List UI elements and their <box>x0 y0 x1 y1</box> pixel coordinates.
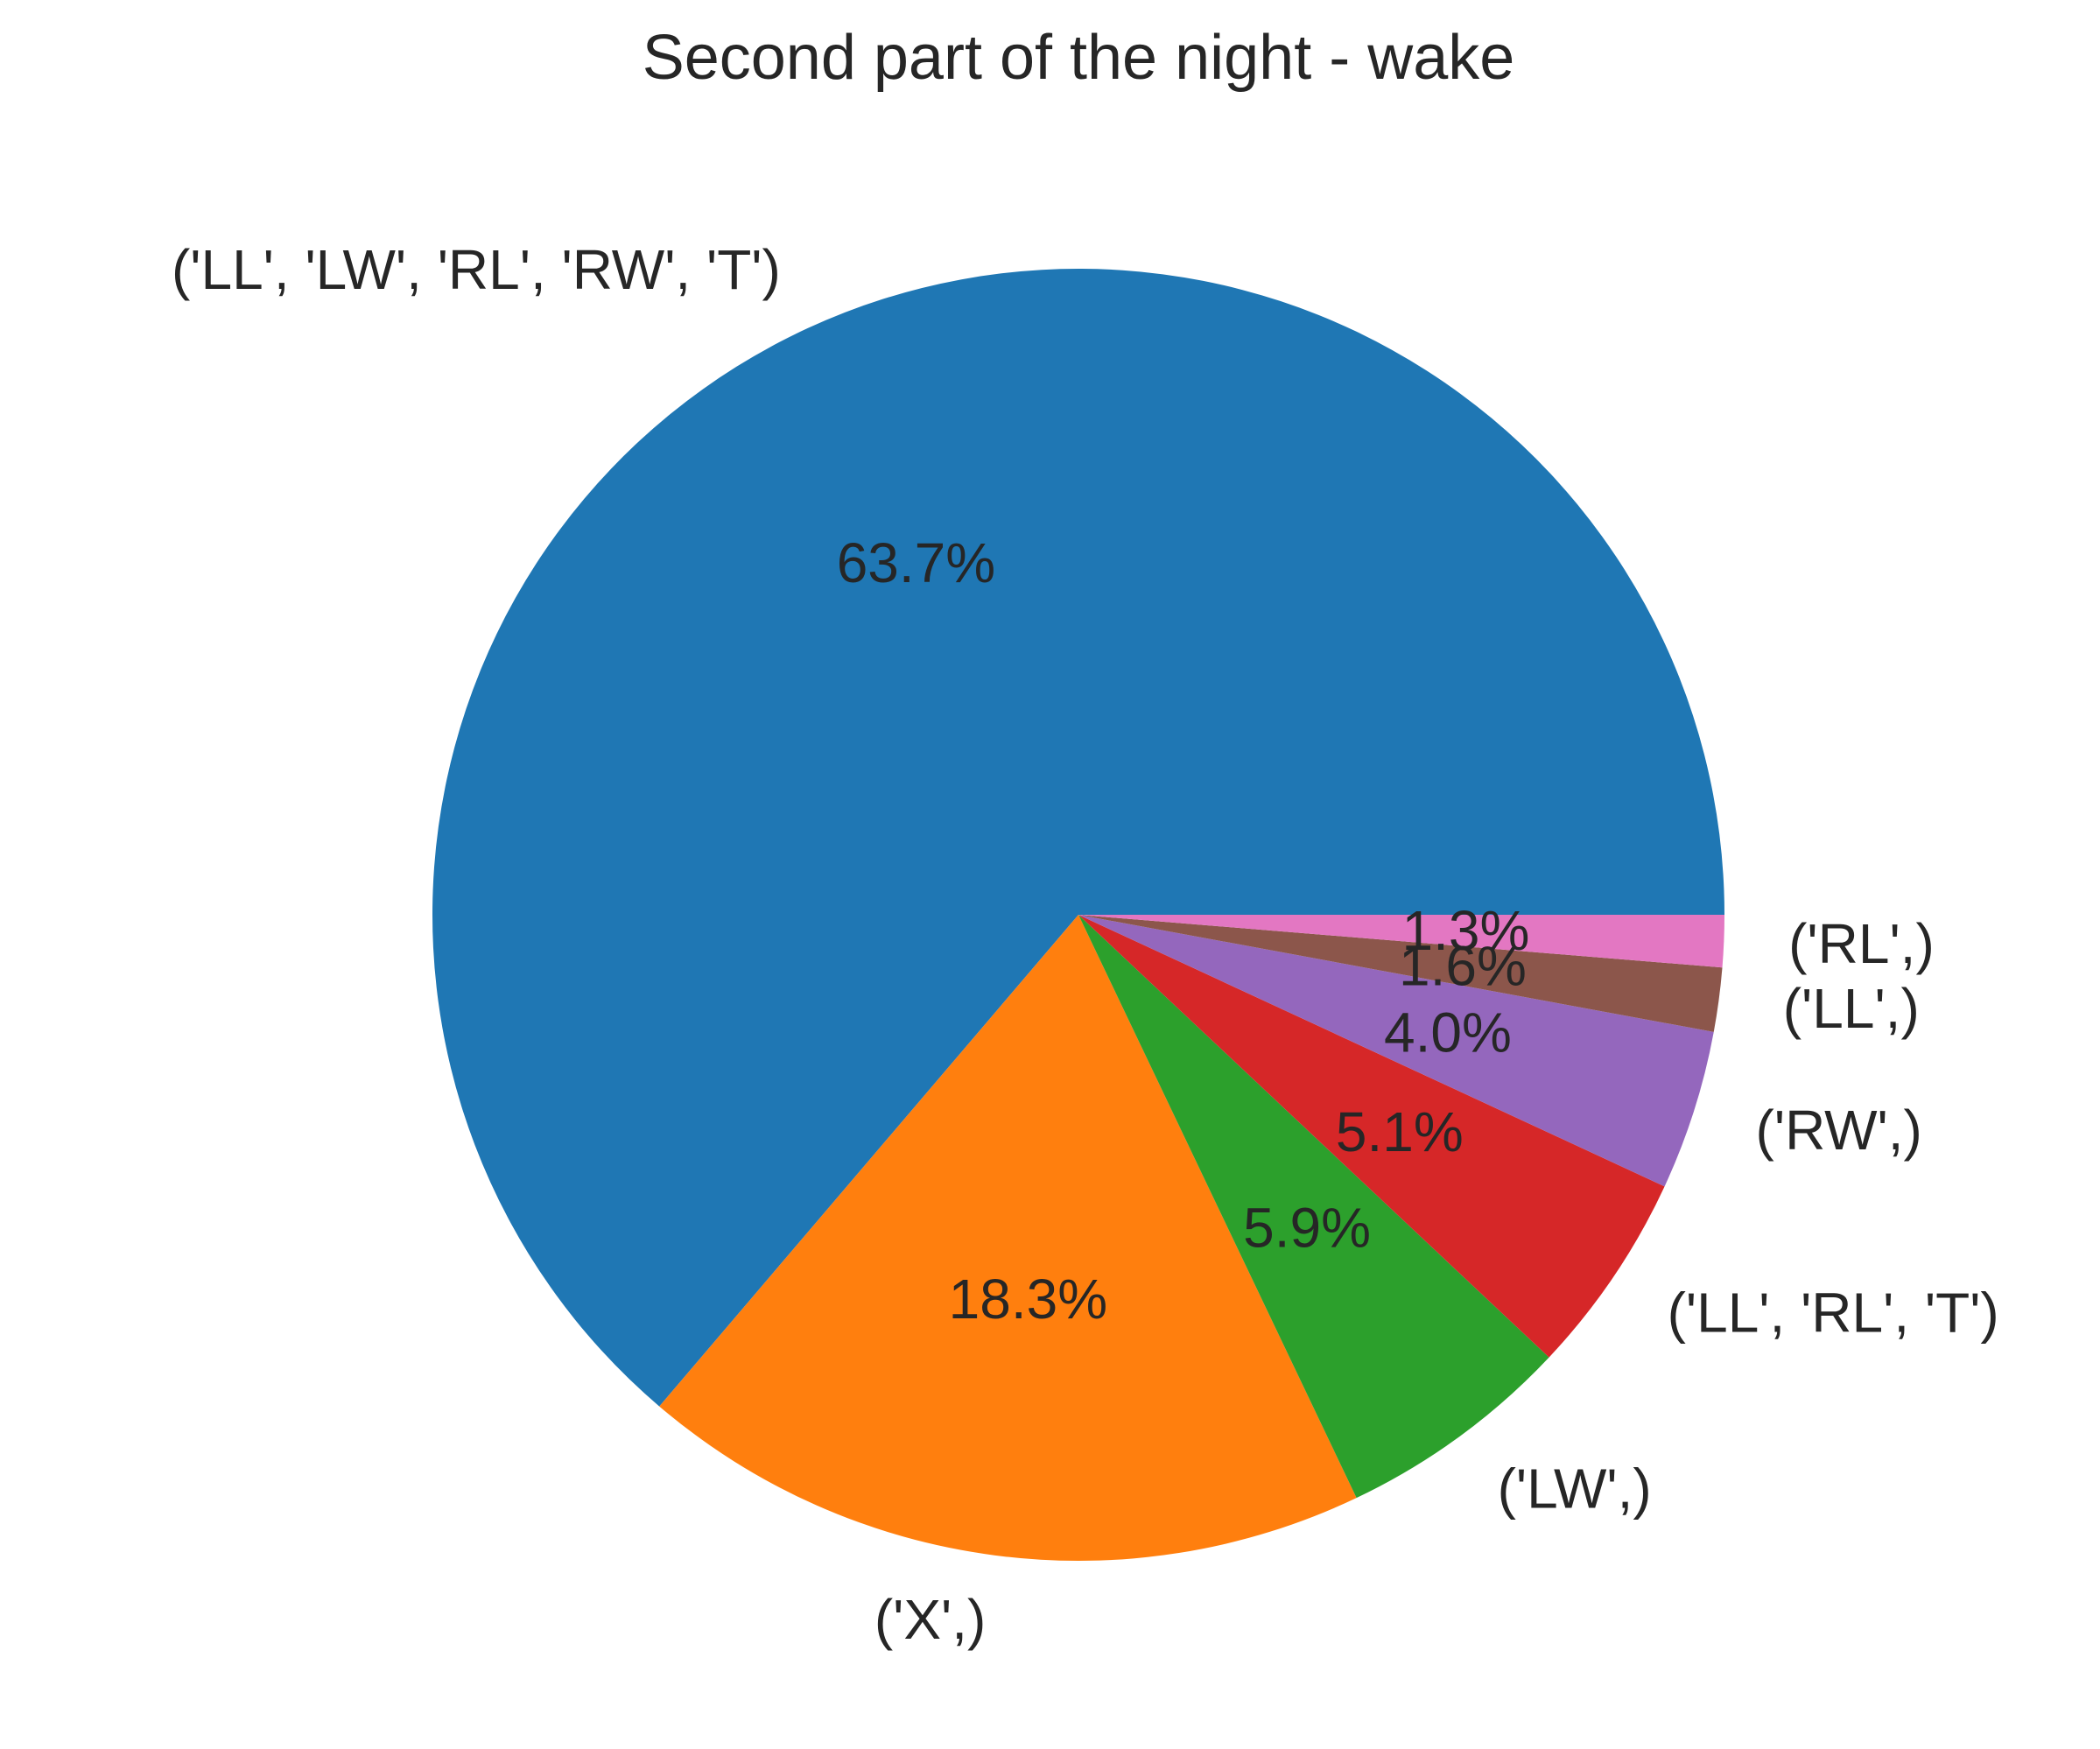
percent-label: 1.6% <box>1399 934 1527 997</box>
slice-label: ('LW',) <box>1498 1458 1652 1521</box>
pie-slice <box>1078 915 1665 1358</box>
percent-label: 4.0% <box>1384 1001 1512 1064</box>
pie-slice <box>432 269 1725 1407</box>
percent-label: 63.7% <box>837 531 995 594</box>
slice-label: ('RL',) <box>1788 912 1935 975</box>
slice-label: ('X',) <box>874 1588 987 1651</box>
pie-slice <box>1078 915 1714 1187</box>
pie-slice <box>1078 915 1549 1499</box>
pie-slices <box>432 269 1725 1561</box>
percent-label: 1.3% <box>1401 899 1529 962</box>
slice-label: ('RW',) <box>1756 1099 1922 1162</box>
slice-label: ('LL', 'RL', 'T') <box>1668 1282 1999 1345</box>
percent-label: 5.9% <box>1243 1197 1371 1260</box>
percent-label: 18.3% <box>949 1268 1107 1331</box>
slice-labels: ('LL', 'LW', 'RL', 'RW', 'T') ('X',) ('LW'… <box>172 238 1999 1651</box>
percent-label: 5.1% <box>1336 1100 1464 1163</box>
pie-slice <box>659 915 1357 1561</box>
chart-title: Second part of the night - wake <box>643 23 1515 93</box>
percent-labels: 63.7% 18.3% 5.9% 5.1% 4.0%1.6%1.3% <box>837 531 1530 1331</box>
pie-slice <box>1078 915 1724 968</box>
slice-label: ('LL', 'LW', 'RL', 'RW', 'T') <box>172 238 781 301</box>
slice-label: ('LL',) <box>1783 977 1920 1040</box>
pie-slice <box>1078 915 1723 1032</box>
